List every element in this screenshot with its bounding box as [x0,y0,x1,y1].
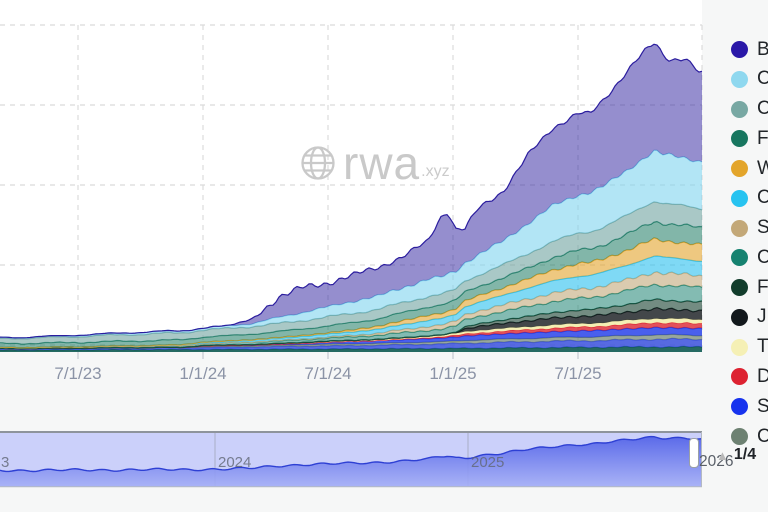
legend-item[interactable]: C [729,425,768,447]
legend-label: C [757,187,768,209]
legend-dot [731,279,748,297]
legend-dot [731,308,748,326]
legend-dot [731,219,748,237]
stacked-area-chart[interactable] [0,0,768,362]
legend-dot [731,130,748,148]
x-axis-tick-label: 7/1/25 [554,364,602,383]
legend-page-up-icon[interactable]: ▲ [716,447,729,463]
legend-item[interactable]: F [729,127,768,149]
legend-label: F [757,276,768,298]
legend-item[interactable]: T [729,336,768,358]
legend-label: F [757,127,768,149]
legend-label: C [757,246,768,268]
series-area-series-07[interactable] [0,271,702,348]
legend-item[interactable]: C [729,68,768,90]
legend-dot [731,70,748,88]
series-line-series-01 [0,43,703,339]
navigator-line [0,435,702,473]
x-axis-tick-label: 1/1/24 [179,364,227,383]
legend-label: C [757,425,768,447]
legend-item[interactable]: J [729,306,767,328]
x-axis-tick-label: 1/1/25 [429,364,477,383]
x-axis-tick-label: 7/1/24 [304,364,352,383]
series-area-series-15-other[interactable] [0,338,702,351]
series-area-series-03[interactable] [0,201,702,345]
legend-dot [731,160,748,178]
navigator-area[interactable] [0,436,702,487]
legend-item[interactable]: C [729,98,768,120]
legend-label: T [757,336,768,358]
series-area-series-06[interactable] [0,256,702,348]
legend-dot [731,189,748,207]
legend-dot [731,338,748,356]
series-area-series-01[interactable] [0,44,702,338]
legend-item[interactable]: S [729,395,768,417]
navigator-year-2026: 2026 [699,453,734,470]
legend-label: D [757,365,768,387]
legend-page-indicator: 1/4 [733,446,757,463]
series-area-series-12[interactable] [0,322,702,349]
legend-label: S [757,395,768,417]
legend-label: B [757,38,768,60]
legend-dot [731,249,748,267]
legend-label: C [757,98,768,120]
legend-item[interactable]: D [729,365,768,387]
series-area-series-08[interactable] [0,284,702,349]
legend-label: S [757,217,768,239]
series-area-series-11[interactable] [0,318,702,349]
legend-item[interactable]: C [729,187,768,209]
legend-dot [731,100,748,118]
legend-item[interactable]: C [729,246,768,268]
legend-label: W [757,157,768,179]
legend-label: C [757,68,768,90]
legend-item[interactable]: F [729,276,768,298]
legend-dot [731,398,748,416]
x-axis-tick-label: 7/1/23 [54,364,102,383]
legend-label: J [757,306,767,328]
legend-item[interactable]: S [729,217,768,239]
navigator[interactable] [0,431,702,488]
legend-pagination: ▲ 1/4 [716,446,756,464]
navigator-handle[interactable] [689,438,699,468]
legend-item[interactable]: B [729,38,768,60]
legend-dot [731,428,748,445]
legend-item[interactable]: W [729,157,768,179]
legend-dot [731,368,748,386]
legend-dot [731,41,748,58]
